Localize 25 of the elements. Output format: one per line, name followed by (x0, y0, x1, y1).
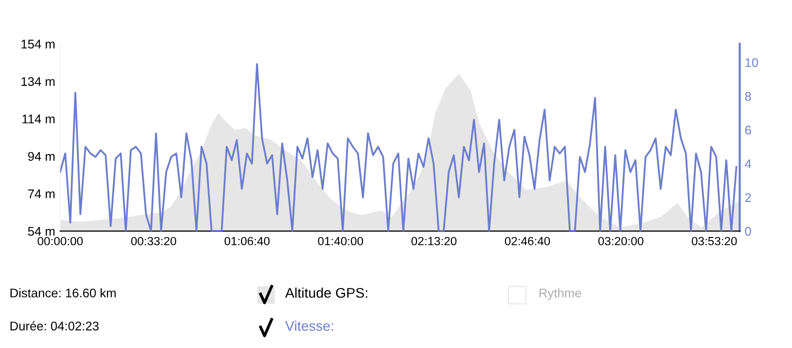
x-tick-label: 03:53:20 (692, 236, 737, 246)
y2-tick-label: 0 (745, 226, 752, 236)
y-tick-label: 94 m (28, 152, 55, 161)
y-tick-label: 134 m (22, 77, 55, 86)
y-tick-label: 154 m (22, 40, 55, 48)
text: Rythme (540, 288, 582, 300)
y2-tick-label: 2 (745, 193, 751, 202)
x-tick-label: 00:00:00 (38, 236, 83, 246)
x-tick-label: 01:40:00 (318, 236, 364, 246)
y2-tick-label: 8 (745, 92, 751, 101)
y2-tick-label: 10 (746, 58, 758, 68)
x-tick-label: 00:33:20 (131, 236, 176, 246)
y-tick-label: 74 m (28, 190, 55, 198)
x-tick-label: 02:46:40 (504, 236, 550, 246)
y-tick-label: 54 m (28, 227, 55, 236)
x-tick-label: 02:13:20 (411, 236, 456, 246)
text: Distance: 16.60 km (10, 288, 116, 298)
x-tick-label: 01:06:40 (224, 236, 270, 246)
text: Vitesse: (285, 320, 334, 331)
x-tick-label: 03:20:00 (598, 236, 644, 246)
y2-tick-label: 6 (745, 126, 751, 135)
text: Durée: 04:02:23 (10, 321, 99, 330)
y-tick-label: 114 m (22, 114, 55, 124)
legend-label: Altitude GPS: (285, 288, 368, 298)
y2-tick-label: 4 (744, 160, 752, 168)
